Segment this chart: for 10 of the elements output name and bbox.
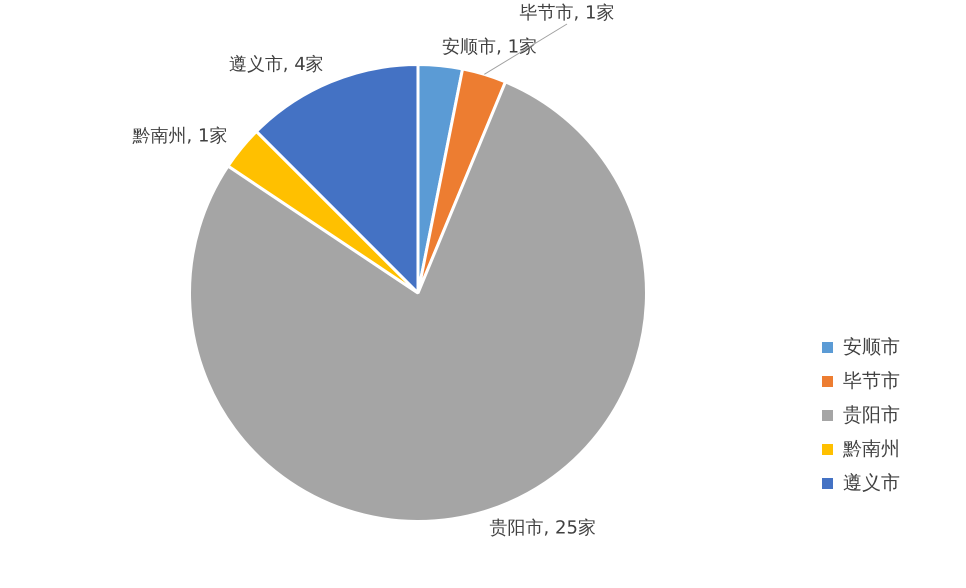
data-label: 安顺市, 1家 <box>442 36 538 58</box>
legend-label: 安顺市 <box>843 335 900 360</box>
data-label: 贵阳市, 25家 <box>490 518 596 539</box>
data-label: 遵义市, 4家 <box>228 54 324 75</box>
legend-label: 遵义市 <box>843 471 900 496</box>
data-label: 黔南州, 1家 <box>132 125 228 146</box>
legend-label: 贵阳市 <box>843 403 900 428</box>
legend-label: 黔南州 <box>843 437 900 462</box>
legend-label: 毕节市 <box>843 369 900 394</box>
data-label: 毕节市, 1家 <box>520 2 614 24</box>
